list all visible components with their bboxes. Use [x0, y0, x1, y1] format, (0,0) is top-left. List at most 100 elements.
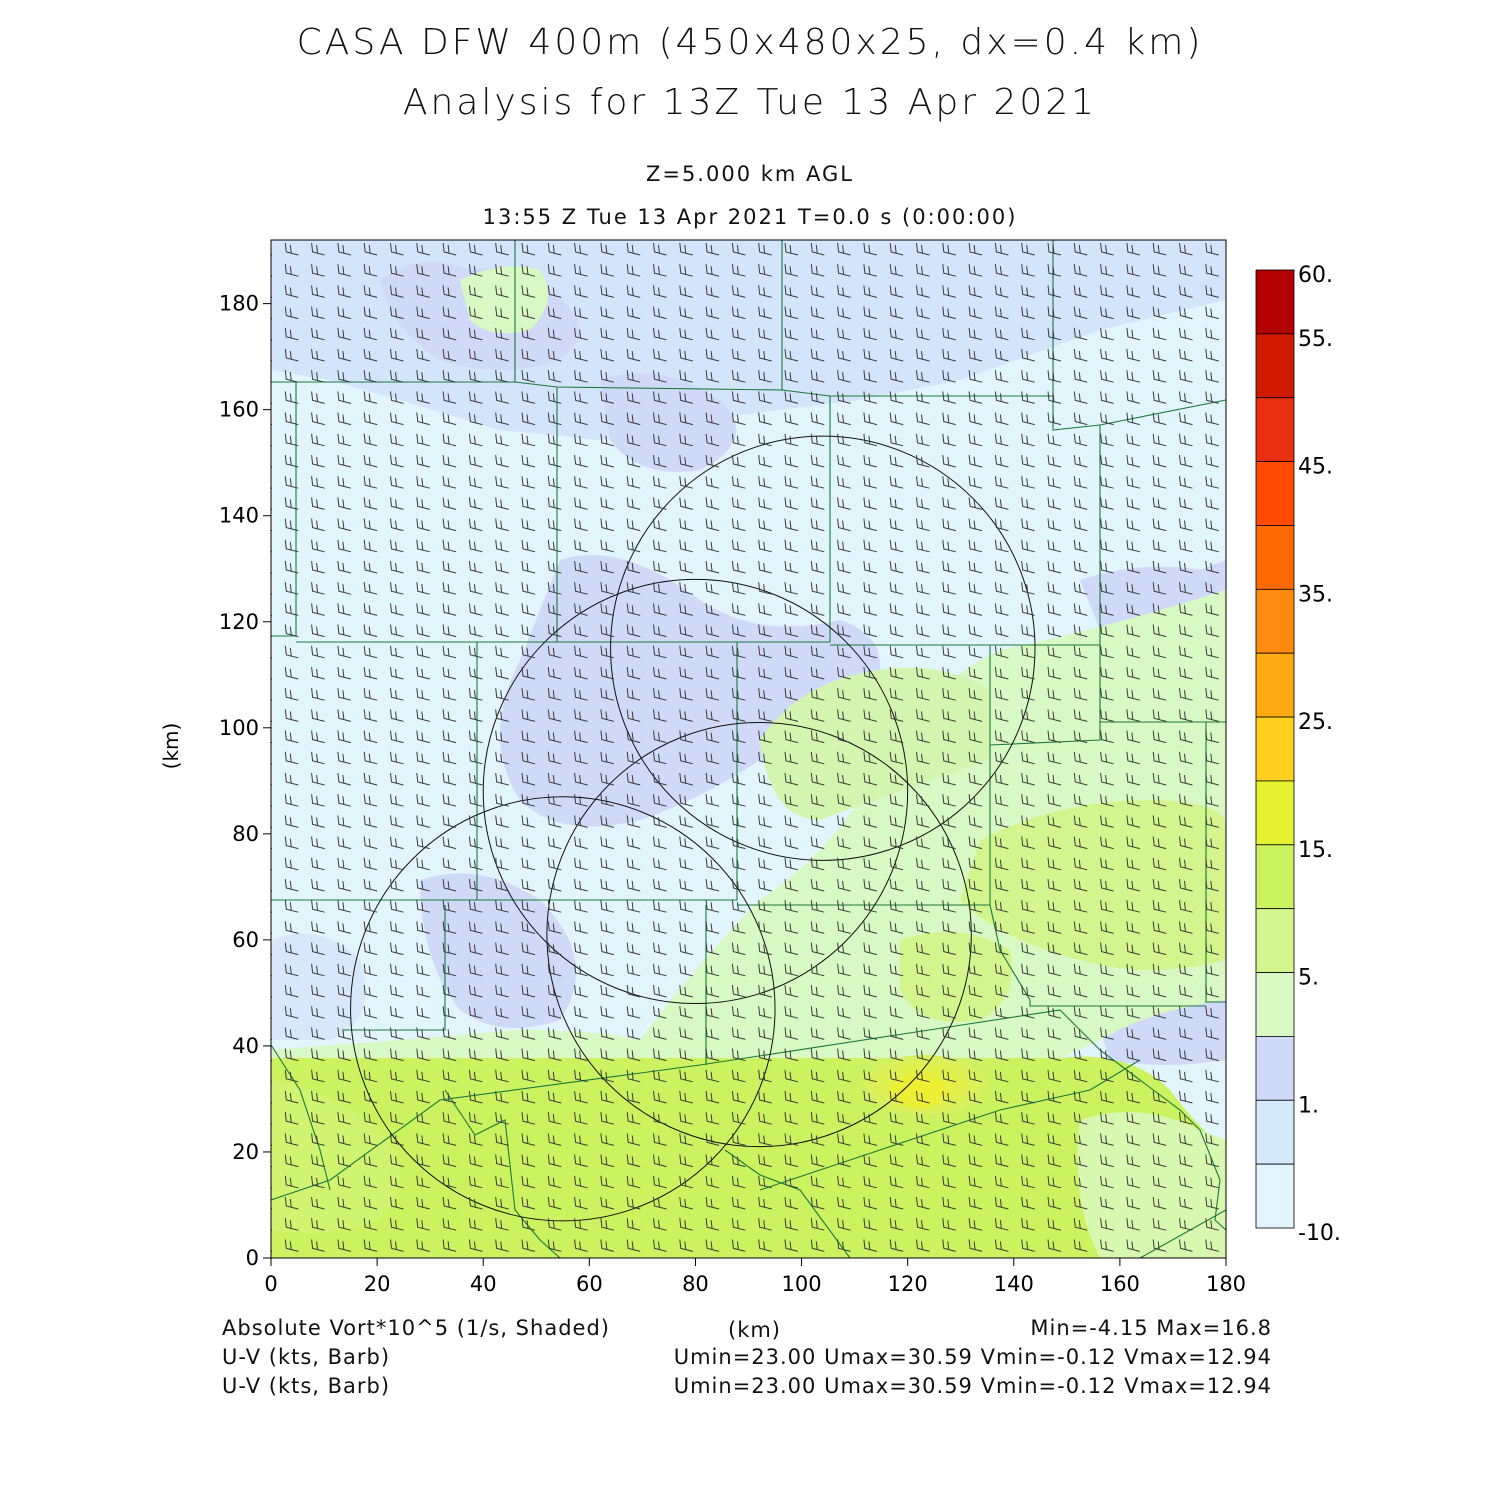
wind-barb — [574, 1133, 588, 1146]
wind-barb — [1179, 242, 1193, 256]
wind-barb — [311, 624, 325, 638]
wind-barb — [574, 815, 588, 828]
radar-range-ring — [546, 721, 972, 1148]
wind-barb — [784, 772, 799, 786]
wind-barb — [653, 1090, 667, 1104]
wind-barb — [1179, 1175, 1193, 1189]
wind-barb — [916, 412, 930, 426]
wind-barb — [679, 730, 693, 744]
wind-barb — [600, 751, 615, 765]
wind-barb — [1021, 836, 1035, 850]
wind-barb — [705, 1196, 720, 1210]
wind-barb — [442, 582, 457, 595]
wind-barb — [626, 666, 641, 680]
wind-barb — [1126, 1048, 1141, 1062]
wind-barb — [574, 1027, 588, 1040]
wind-barb — [363, 603, 378, 616]
wind-barb — [1100, 391, 1114, 404]
wind-barb — [863, 1090, 878, 1104]
wind-barb — [1152, 348, 1167, 362]
wind-barb — [837, 518, 851, 532]
wind-barb — [758, 518, 772, 532]
wind-barb — [284, 794, 299, 807]
wind-barb — [284, 1218, 299, 1231]
wind-barb — [863, 1006, 878, 1019]
wind-barb — [1100, 370, 1114, 383]
wind-barb — [271, 1123, 273, 1125]
wind-barb — [784, 1133, 799, 1146]
wind-barb — [271, 381, 273, 383]
wind-barb — [889, 476, 904, 489]
plot-frame — [270, 239, 1227, 1259]
wind-barb — [1152, 1175, 1167, 1189]
wind-barb — [731, 1239, 746, 1252]
wind-barb — [574, 751, 588, 765]
wind-barb — [784, 751, 799, 765]
wind-barb — [1047, 560, 1062, 574]
wind-barb — [1126, 709, 1141, 722]
wind-barb — [731, 1112, 746, 1125]
wind-barb — [889, 497, 904, 510]
wind-barb — [1100, 666, 1114, 680]
wind-barb — [311, 984, 325, 998]
wind-barb — [810, 1218, 825, 1231]
wind-barb — [1152, 942, 1167, 956]
wind-barb — [574, 709, 588, 722]
wind-barb — [442, 963, 457, 977]
wind-barb — [1073, 582, 1088, 595]
wind-barb — [1126, 751, 1141, 765]
wind-barb — [626, 1027, 641, 1040]
wind-barb — [994, 1090, 1009, 1104]
wind-barb — [863, 348, 878, 362]
wind-barb — [758, 666, 772, 680]
wind-barb — [1179, 624, 1193, 638]
wind-barb — [363, 476, 378, 489]
wind-barb — [705, 751, 720, 765]
wind-barb — [1126, 942, 1141, 956]
wind-barb — [363, 1196, 378, 1210]
wind-barb — [337, 942, 352, 956]
wind-barb — [810, 454, 825, 468]
wind-barb — [284, 645, 299, 659]
wind-barb — [271, 423, 273, 426]
wind-barb — [311, 921, 325, 934]
wind-barb — [1073, 1133, 1088, 1146]
wind-barb — [705, 539, 720, 553]
wind-barb — [1152, 921, 1167, 934]
wind-barb — [784, 878, 799, 892]
wind-barb — [1021, 942, 1035, 956]
wind-barb — [863, 942, 878, 956]
wind-barb — [863, 285, 878, 298]
wind-barb — [653, 327, 667, 341]
wind-barb — [495, 1069, 509, 1083]
wind-barb — [574, 306, 588, 320]
wind-barb — [679, 688, 693, 701]
wind-barb — [1021, 454, 1035, 468]
wind-barb — [363, 963, 378, 977]
wind-barb — [942, 1133, 956, 1146]
wind-barb — [547, 921, 562, 934]
wind-barb — [1126, 454, 1141, 468]
wind-barb — [1152, 751, 1167, 765]
wind-barb — [942, 454, 956, 468]
wind-barb — [574, 772, 588, 786]
wind-barb — [916, 688, 930, 701]
wind-barb — [968, 666, 983, 680]
wind-barb — [1205, 836, 1219, 850]
wind-barb — [1047, 1175, 1062, 1189]
wind-barb — [758, 1090, 772, 1104]
wind-barb — [679, 1090, 693, 1104]
wind-barb — [1126, 285, 1141, 298]
wind-barb — [495, 751, 509, 765]
wind-barb — [679, 264, 693, 277]
wind-barb — [731, 836, 746, 850]
wind-barb — [574, 1112, 588, 1125]
wind-barb — [731, 709, 746, 722]
wind-barb — [416, 921, 430, 934]
wind-barb — [1205, 900, 1219, 913]
wind-barb — [1021, 900, 1035, 913]
wind-barb — [1179, 348, 1193, 362]
wind-barb — [337, 794, 352, 807]
wind-barb — [495, 497, 509, 510]
wind-barb — [390, 433, 404, 447]
